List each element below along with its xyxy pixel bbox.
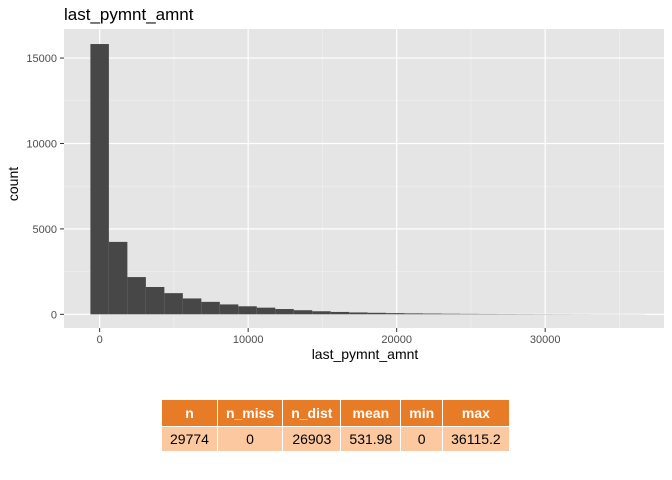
cell-mean: 531.98 xyxy=(340,426,402,452)
header-n-miss: n_miss xyxy=(216,399,284,427)
cell-max: 36115.2 xyxy=(442,426,510,452)
histogram-bar xyxy=(256,307,276,315)
chart-title: last_pymnt_amnt xyxy=(64,5,194,24)
histogram-bar xyxy=(441,313,461,315)
x-tick-label: 0 xyxy=(97,334,103,346)
cell-n-miss: 0 xyxy=(216,426,284,452)
header-n: n xyxy=(161,399,218,427)
header-n-dist: n_dist xyxy=(282,399,342,427)
header-min: min xyxy=(400,399,444,427)
histogram-bar xyxy=(275,309,294,315)
y-tick-label: 15000 xyxy=(26,53,57,65)
histogram-bars xyxy=(90,44,646,315)
header-mean: mean xyxy=(340,399,402,427)
y-tick-label: 10000 xyxy=(26,138,57,150)
histogram-bar xyxy=(90,44,109,315)
histogram-bar xyxy=(367,312,387,315)
histogram-bar xyxy=(238,306,257,315)
table-header-row: n n_miss n_dist mean min max xyxy=(161,399,510,427)
y-tick-label: 5000 xyxy=(33,224,57,236)
x-tick-label: 20000 xyxy=(381,334,412,346)
summary-stats-table: n n_miss n_dist mean min max 29774 0 269… xyxy=(161,399,510,452)
histogram-chart: 0 10000 20000 30000 0 5000 10000 15000 last_py… xyxy=(5,29,664,362)
y-axis: 0 5000 10000 15000 xyxy=(26,53,64,321)
cell-n-dist: 26903 xyxy=(282,426,342,452)
histogram-bar xyxy=(349,312,368,315)
histogram-bar xyxy=(423,313,442,315)
header-max: max xyxy=(442,399,510,427)
histogram-bar xyxy=(293,310,313,315)
histogram-bar xyxy=(127,277,146,315)
histogram-bar xyxy=(219,304,239,315)
histogram-bar xyxy=(404,313,424,315)
histogram-bar xyxy=(164,293,183,315)
cell-min: 0 xyxy=(400,426,444,452)
x-axis-label: last_pymnt_amnt xyxy=(312,346,419,362)
table-row: 29774 0 26903 531.98 0 36115.2 xyxy=(161,426,510,452)
histogram-bar xyxy=(201,301,220,315)
histogram-bar xyxy=(182,298,202,315)
histogram-bar xyxy=(108,241,128,315)
plot-panel xyxy=(64,29,664,328)
x-axis: 0 10000 20000 30000 xyxy=(97,328,561,346)
histogram-bar xyxy=(145,286,165,315)
histogram-bar xyxy=(386,313,405,315)
x-tick-label: 30000 xyxy=(530,334,561,346)
cell-n: 29774 xyxy=(161,426,218,452)
y-axis-label: count xyxy=(5,167,21,201)
histogram-bar xyxy=(330,311,350,315)
x-tick-label: 10000 xyxy=(233,334,264,346)
y-tick-label: 0 xyxy=(51,309,57,321)
histogram-bar xyxy=(312,311,331,315)
